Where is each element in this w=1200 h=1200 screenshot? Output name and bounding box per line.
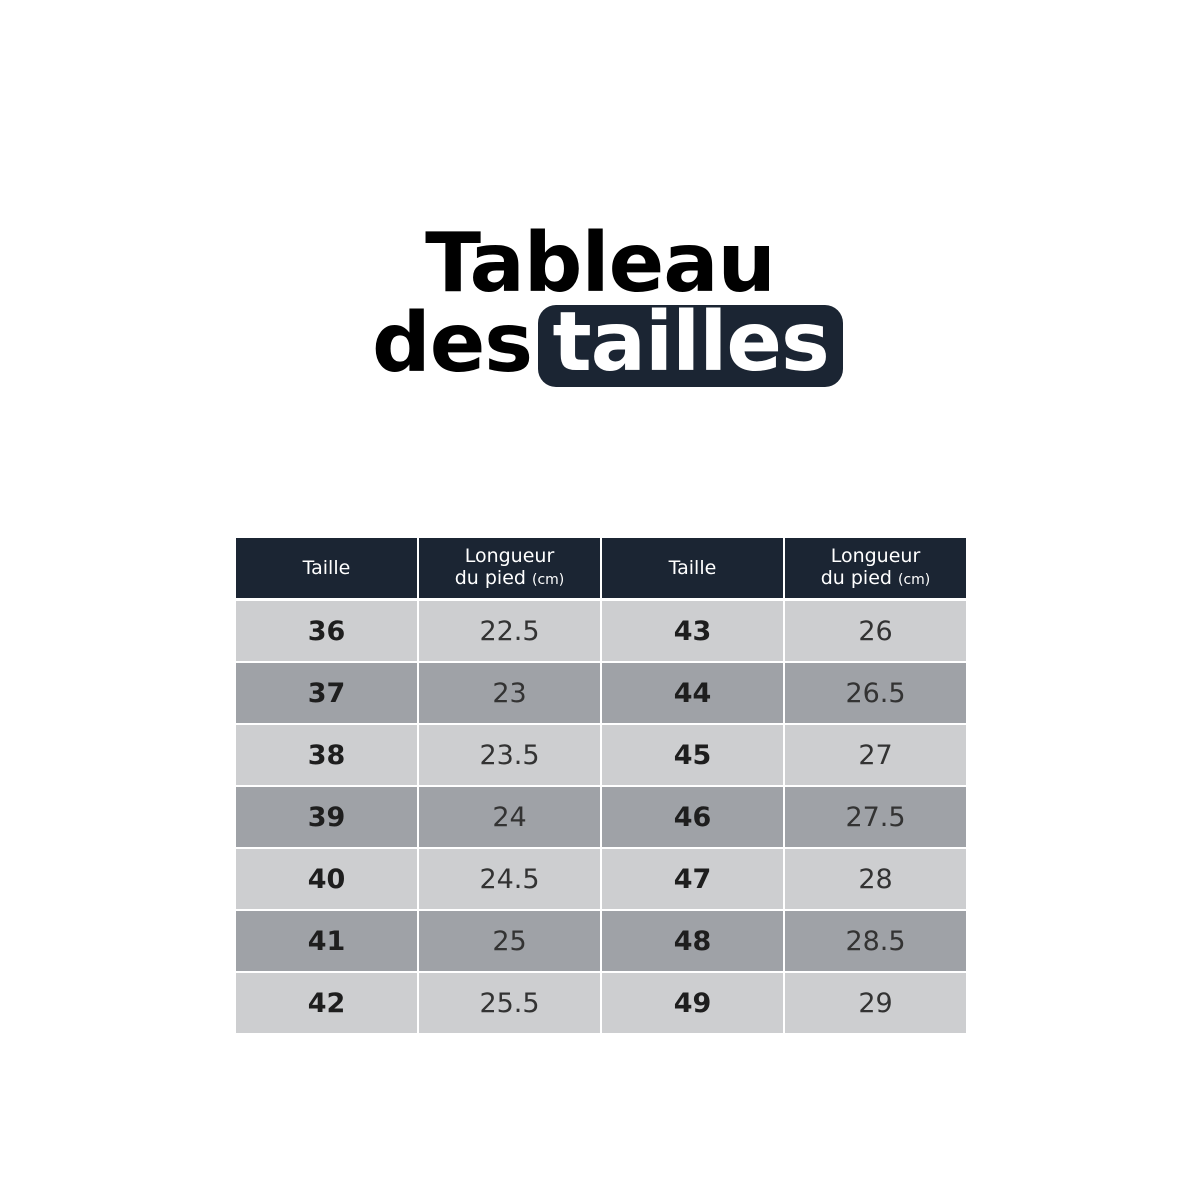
header-size: Taille (602, 538, 783, 598)
foot-length-cell: 23 (419, 663, 600, 723)
size-cell: 40 (236, 849, 417, 909)
title-line-1: Tableau (425, 216, 776, 311)
header-label: du pied (820, 567, 892, 589)
header-label: Longueur (830, 545, 921, 567)
header-label: Longueur (464, 545, 555, 567)
foot-length-cell: 25.5 (419, 973, 600, 1033)
size-cell: 44 (602, 663, 783, 723)
header-label: du pied (454, 567, 526, 589)
header-foot-length: Longueur du pied (cm) (419, 538, 600, 598)
size-cell: 48 (602, 911, 783, 971)
size-cell: 38 (236, 725, 417, 785)
title-line-2: des tailles (372, 295, 844, 391)
size-cell: 47 (602, 849, 783, 909)
header-unit: (cm) (532, 572, 565, 588)
foot-length-cell: 24.5 (419, 849, 600, 909)
foot-length-cell: 23.5 (419, 725, 600, 785)
foot-length-cell: 26.5 (785, 663, 966, 723)
foot-length-cell: 24 (419, 787, 600, 847)
size-table: Taille Longueur du pied (cm) Taille Longu… (236, 538, 966, 1033)
header-label: Taille (668, 557, 717, 579)
foot-length-cell: 26 (785, 601, 966, 661)
title-highlight-pill: tailles (538, 295, 844, 390)
header-label: Taille (302, 557, 351, 579)
foot-length-cell: 22.5 (419, 601, 600, 661)
header-size: Taille (236, 538, 417, 598)
size-cell: 46 (602, 787, 783, 847)
foot-length-cell: 29 (785, 973, 966, 1033)
size-cell: 36 (236, 601, 417, 661)
title-plain: des (372, 296, 533, 391)
size-cell: 42 (236, 973, 417, 1033)
size-cell: 45 (602, 725, 783, 785)
size-cell: 37 (236, 663, 417, 723)
title-highlight: tailles (552, 295, 829, 390)
foot-length-cell: 28.5 (785, 911, 966, 971)
foot-length-cell: 27.5 (785, 787, 966, 847)
size-cell: 41 (236, 911, 417, 971)
foot-length-cell: 27 (785, 725, 966, 785)
foot-length-cell: 28 (785, 849, 966, 909)
size-cell: 43 (602, 601, 783, 661)
size-cell: 39 (236, 787, 417, 847)
size-cell: 49 (602, 973, 783, 1033)
header-foot-length: Longueur du pied (cm) (785, 538, 966, 598)
foot-length-cell: 25 (419, 911, 600, 971)
header-unit: (cm) (898, 572, 931, 588)
